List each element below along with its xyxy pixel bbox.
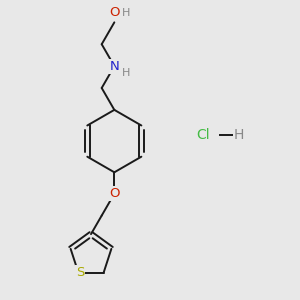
Text: N: N xyxy=(110,60,119,73)
Text: O: O xyxy=(109,187,120,200)
Text: Cl: Cl xyxy=(196,128,210,142)
Text: O: O xyxy=(109,6,120,19)
Text: S: S xyxy=(76,266,84,279)
Text: H: H xyxy=(122,68,130,78)
Text: H: H xyxy=(234,128,244,142)
Text: H: H xyxy=(122,8,130,18)
